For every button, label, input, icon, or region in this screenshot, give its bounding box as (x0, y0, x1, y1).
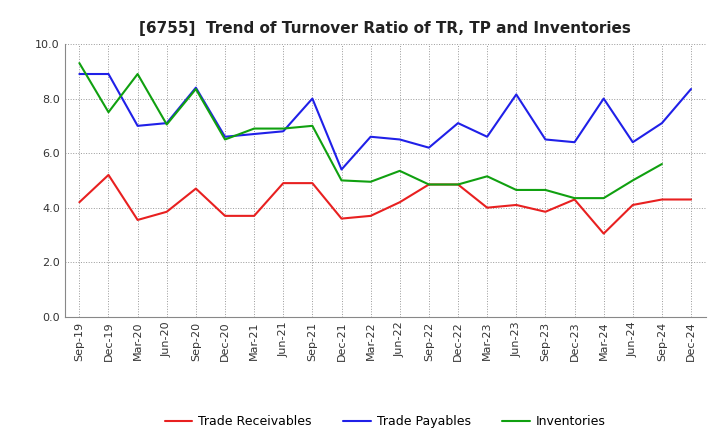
Line: Trade Receivables: Trade Receivables (79, 175, 691, 234)
Trade Payables (687, 86, 696, 92)
Inventories (629, 178, 637, 183)
Inventories (395, 168, 404, 173)
Trade Payables (512, 92, 521, 97)
Inventories (454, 182, 462, 187)
Trade Payables (163, 121, 171, 126)
Inventories (541, 187, 550, 193)
Trade Payables (337, 167, 346, 172)
Inventories (308, 123, 317, 128)
Trade Payables (570, 139, 579, 145)
Inventories (512, 187, 521, 193)
Trade Receivables (395, 200, 404, 205)
Trade Receivables (133, 217, 142, 223)
Trade Payables (308, 96, 317, 101)
Legend: Trade Receivables, Trade Payables, Inventories: Trade Receivables, Trade Payables, Inven… (160, 411, 611, 433)
Trade Payables (657, 121, 666, 126)
Trade Payables (541, 137, 550, 142)
Trade Receivables (163, 209, 171, 214)
Inventories (657, 161, 666, 167)
Inventories (75, 60, 84, 66)
Trade Payables (366, 134, 375, 139)
Inventories (337, 178, 346, 183)
Trade Payables (629, 139, 637, 145)
Trade Receivables (337, 216, 346, 221)
Inventories (425, 182, 433, 187)
Inventories (279, 126, 287, 131)
Trade Receivables (75, 200, 84, 205)
Trade Payables (104, 71, 113, 77)
Inventories (570, 195, 579, 201)
Trade Payables (599, 96, 608, 101)
Trade Receivables (308, 180, 317, 186)
Trade Receivables (279, 180, 287, 186)
Title: [6755]  Trend of Turnover Ratio of TR, TP and Inventories: [6755] Trend of Turnover Ratio of TR, TP… (139, 21, 631, 36)
Trade Payables (133, 123, 142, 128)
Inventories (366, 179, 375, 184)
Inventories (483, 174, 492, 179)
Inventories (104, 110, 113, 115)
Trade Payables (220, 134, 229, 139)
Trade Payables (75, 71, 84, 77)
Trade Payables (279, 128, 287, 134)
Trade Receivables (657, 197, 666, 202)
Trade Receivables (541, 209, 550, 214)
Trade Payables (483, 134, 492, 139)
Trade Receivables (104, 172, 113, 178)
Trade Payables (425, 145, 433, 150)
Trade Payables (454, 121, 462, 126)
Trade Receivables (220, 213, 229, 219)
Trade Receivables (483, 205, 492, 210)
Line: Inventories: Inventories (79, 63, 662, 198)
Trade Receivables (599, 231, 608, 236)
Trade Payables (192, 85, 200, 90)
Inventories (133, 71, 142, 77)
Trade Receivables (250, 213, 258, 219)
Inventories (220, 137, 229, 142)
Trade Receivables (192, 186, 200, 191)
Inventories (192, 86, 200, 92)
Trade Receivables (425, 182, 433, 187)
Trade Payables (395, 137, 404, 142)
Trade Receivables (570, 197, 579, 202)
Trade Receivables (512, 202, 521, 208)
Inventories (250, 126, 258, 131)
Line: Trade Payables: Trade Payables (79, 74, 691, 169)
Trade Receivables (366, 213, 375, 219)
Trade Receivables (629, 202, 637, 208)
Trade Receivables (454, 182, 462, 187)
Trade Receivables (687, 197, 696, 202)
Trade Payables (250, 132, 258, 137)
Inventories (599, 195, 608, 201)
Inventories (163, 122, 171, 127)
